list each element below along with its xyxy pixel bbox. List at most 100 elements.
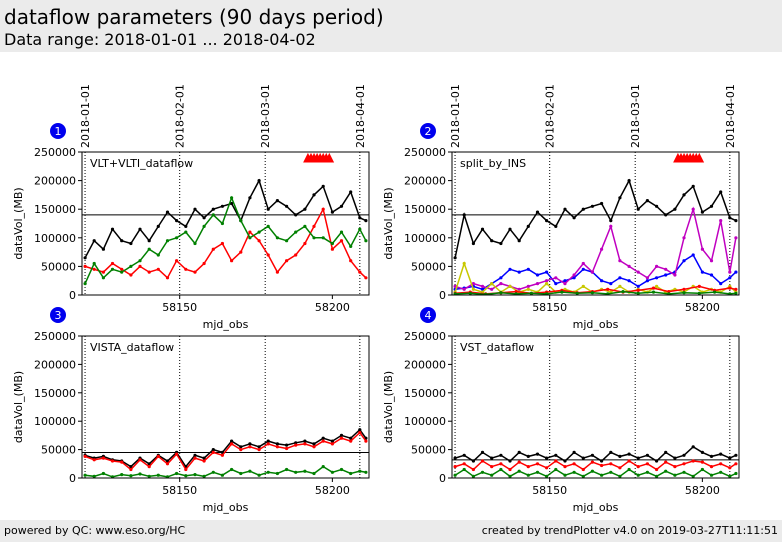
data-point: [606, 292, 610, 295]
data-point: [220, 221, 224, 226]
data-point: [645, 199, 650, 203]
series-line-black: [84, 428, 367, 468]
data-point: [129, 474, 133, 478]
data-point: [92, 267, 96, 271]
data-point: [664, 450, 668, 454]
data-point: [303, 442, 307, 446]
data-point: [734, 291, 738, 295]
date-line-label: 2018-01-01: [449, 84, 462, 148]
data-point: [575, 291, 579, 295]
data-point: [120, 270, 124, 274]
data-point: [275, 442, 279, 446]
y-tick-label: 50000: [41, 260, 76, 273]
data-point: [453, 456, 457, 460]
x-tick-label: 58150: [532, 301, 567, 314]
data-point: [581, 467, 585, 472]
y-tick-label: 0: [439, 472, 446, 485]
data-point: [266, 439, 270, 443]
page-footer: powered by QC: www.eso.org/HC created by…: [0, 520, 782, 542]
y-tick-label: 100000: [404, 415, 446, 428]
y-tick-label: 150000: [404, 387, 446, 400]
data-point: [719, 282, 723, 286]
data-point: [627, 279, 631, 283]
data-point: [664, 273, 668, 277]
data-point: [92, 474, 96, 478]
data-point: [83, 282, 87, 286]
data-point: [664, 213, 668, 217]
data-point: [514, 292, 518, 295]
data-point: [655, 467, 659, 472]
data-point: [545, 270, 549, 274]
data-point: [700, 247, 705, 251]
panel-annotation: VLT+VLTI_dataflow: [90, 157, 193, 170]
data-point: [697, 284, 701, 288]
data-point: [220, 241, 224, 246]
data-point: [321, 207, 325, 211]
data-point: [691, 207, 695, 211]
data-point: [471, 459, 475, 463]
data-point: [508, 467, 512, 472]
data-point: [490, 239, 494, 243]
panel-number-badge: [50, 307, 66, 323]
data-point: [129, 241, 133, 246]
date-line-label: 2018-01-01: [79, 84, 92, 148]
data-point: [358, 431, 362, 435]
plot-frame: [81, 335, 370, 479]
data-point: [248, 445, 252, 449]
data-point: [728, 216, 732, 220]
data-point: [581, 261, 585, 266]
data-point: [462, 453, 466, 457]
data-point: [655, 474, 659, 478]
series-line-black: [454, 445, 737, 462]
data-point: [499, 453, 503, 457]
data-point: [734, 462, 738, 466]
data-point: [682, 462, 686, 466]
data-point: [239, 448, 243, 452]
data-point: [453, 473, 457, 477]
data-point: [535, 273, 540, 277]
data-point: [239, 471, 243, 476]
data-point: [330, 442, 334, 446]
data-point: [719, 219, 723, 223]
data-point: [581, 207, 585, 211]
data-point: [517, 450, 521, 454]
data-point: [645, 462, 650, 466]
data-point: [709, 473, 714, 477]
chart-panel-1: 2018-01-01 2018-02-01 2018-03-01 2018-04-01…: [12, 84, 370, 331]
data-point: [330, 241, 334, 246]
x-tick-label: 58200: [315, 301, 350, 314]
data-point: [257, 448, 261, 452]
data-point: [499, 291, 503, 295]
y-tick-label: 100000: [404, 232, 446, 245]
y-tick-label: 100000: [34, 415, 76, 428]
out-of-range-marker: [324, 152, 335, 163]
data-point: [248, 236, 252, 240]
data-point: [719, 470, 723, 474]
data-point: [734, 453, 738, 457]
data-point: [248, 196, 252, 200]
data-point: [110, 459, 115, 463]
date-line-label: 2018-04-01: [354, 84, 367, 148]
data-point: [627, 264, 631, 268]
data-point: [554, 459, 558, 463]
series-group: [453, 445, 738, 478]
data-point: [655, 459, 659, 463]
data-point: [655, 264, 659, 268]
y-tick-label: 250000: [404, 146, 446, 159]
data-point: [734, 219, 738, 223]
page-header: dataflow parameters (90 days period) Dat…: [0, 0, 782, 52]
data-point: [609, 282, 613, 286]
data-point: [713, 290, 717, 294]
data-point: [682, 259, 686, 263]
x-tick-label: 58150: [162, 484, 197, 497]
footer-generator: created by trendPlotter v4.0 on 2019-03-…: [481, 524, 778, 537]
data-point: [526, 284, 530, 288]
data-point: [709, 454, 714, 458]
data-point: [526, 454, 530, 458]
panel-number: 4: [425, 309, 432, 322]
data-point: [627, 179, 631, 183]
data-point: [364, 219, 368, 223]
data-point: [709, 273, 714, 277]
x-tick-label: 58200: [685, 301, 720, 314]
data-point: [165, 210, 170, 214]
